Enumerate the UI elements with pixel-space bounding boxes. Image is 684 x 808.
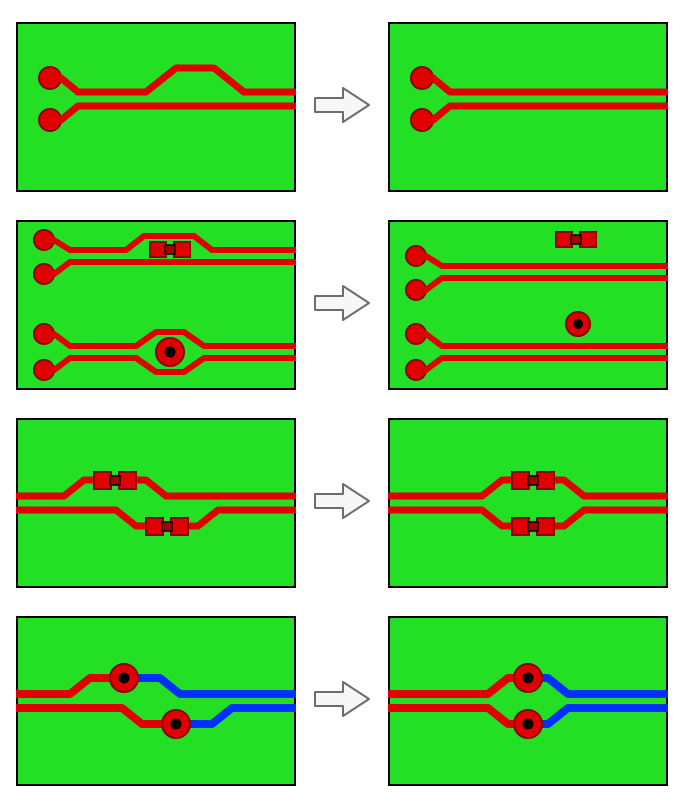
row4-before-panel	[16, 616, 296, 786]
row3-before-svg	[16, 418, 296, 588]
pcb-bg	[389, 419, 667, 587]
via-top	[110, 664, 138, 692]
smd-component-moved	[556, 232, 596, 247]
arrow-shape	[315, 484, 369, 518]
arrow-svg	[313, 680, 371, 718]
row3-after-svg	[388, 418, 668, 588]
arrow-1	[313, 86, 371, 129]
via-bottom	[514, 710, 542, 738]
pcb-bg	[17, 419, 295, 587]
via-bottom	[162, 710, 190, 738]
row2-before-panel	[16, 220, 296, 390]
row2-after-panel	[388, 220, 668, 390]
row-1	[16, 22, 668, 192]
row1-before-panel	[16, 22, 296, 192]
arrow-svg	[313, 482, 371, 520]
row3-after-panel	[388, 418, 668, 588]
arrow-svg	[313, 284, 371, 322]
row3-before-panel	[16, 418, 296, 588]
row4-before-svg	[16, 616, 296, 786]
row-3	[16, 418, 668, 588]
pcb-bg	[389, 617, 667, 785]
diagram-container	[0, 0, 684, 808]
arrow-shape	[315, 88, 369, 122]
via	[156, 338, 184, 366]
smd-component	[150, 242, 190, 257]
row1-before-svg	[16, 22, 296, 192]
arrow-svg	[313, 86, 371, 124]
row4-after-panel	[388, 616, 668, 786]
via-moved	[566, 312, 590, 336]
row1-after-svg	[388, 22, 668, 192]
arrow-shape	[315, 286, 369, 320]
arrow-4	[313, 680, 371, 723]
row4-after-svg	[388, 616, 668, 786]
row1-after-panel	[388, 22, 668, 192]
arrow-3	[313, 482, 371, 525]
arrow-shape	[315, 682, 369, 716]
row2-before-svg	[16, 220, 296, 390]
arrow-2	[313, 284, 371, 327]
row-4	[16, 616, 668, 786]
row-2	[16, 220, 668, 390]
pcb-bg	[17, 617, 295, 785]
row2-after-svg	[388, 220, 668, 390]
via-top	[514, 664, 542, 692]
